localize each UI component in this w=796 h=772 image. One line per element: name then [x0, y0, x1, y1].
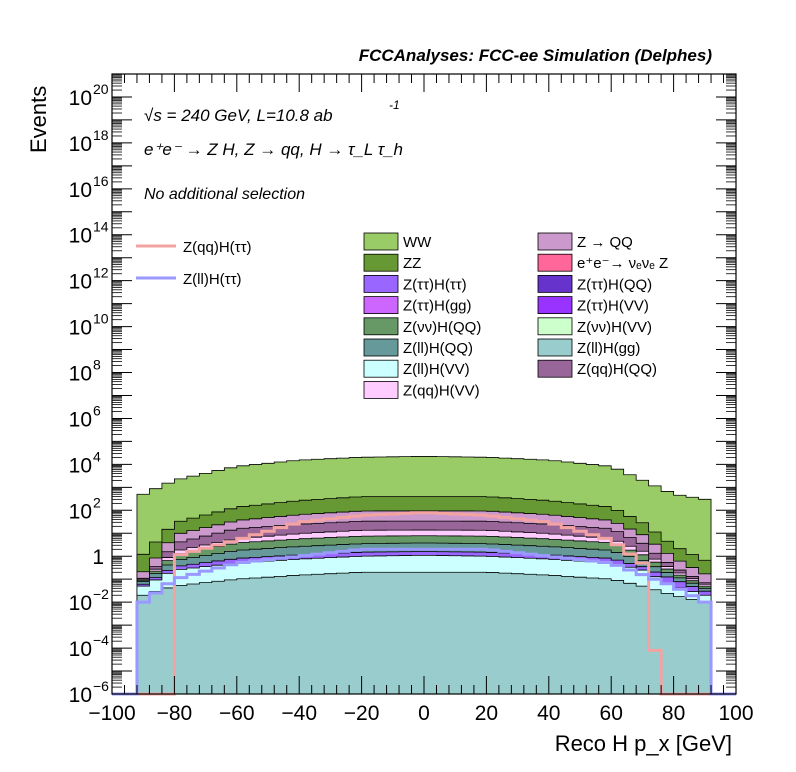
x-tick-label: −100: [88, 702, 135, 725]
y-tick-exponent: −2: [93, 586, 109, 602]
fill-legend: WW Z → QQ ZZ e⁺e⁻→ νₑνₑ Z Z(ττ)H(ττ) Z(ττ)H(Q…: [363, 232, 668, 399]
y-tick-exponent: 2: [93, 494, 101, 510]
line-legend-label: Z(ll)H(ττ): [183, 271, 242, 288]
fill-legend-label: Z(ττ)H(ττ): [403, 276, 467, 293]
fill-legend-label: Z(ll)H(QQ): [403, 340, 473, 357]
fill-legend-label: Z(ττ)H(QQ): [577, 276, 652, 293]
fill-legend-swatch: [537, 317, 573, 336]
x-axis: −100 −80 −60 −40 −20 0 20 40 60 80 100: [88, 74, 754, 725]
y-tick-exponent: 18: [93, 127, 109, 143]
y-tick-label: 10: [69, 592, 92, 615]
fill-legend-label: Z(ττ)H(gg): [403, 298, 472, 315]
x-tick-label: −80: [157, 702, 193, 725]
x-tick-label: 0: [418, 702, 430, 725]
fill-legend-swatch: [363, 296, 399, 315]
fill-legend-swatch: [537, 274, 573, 293]
x-axis-label: Reco H p_x [GeV]: [555, 731, 732, 756]
fill-legend-label: Z → QQ: [577, 234, 633, 251]
y-tick-exponent: 10: [93, 311, 109, 327]
y-tick-exponent: 12: [93, 265, 109, 281]
energy-exponent: -1: [389, 98, 400, 112]
y-tick-label: 10: [69, 317, 92, 340]
x-tick-label: 40: [537, 702, 560, 725]
annotation-energy: √s = 240 GeV, L=10.8 ab -1: [144, 98, 400, 125]
y-tick-label: 10: [69, 454, 92, 477]
y-tick-label: 10: [69, 638, 92, 661]
histogram-stack: [112, 456, 736, 695]
y-tick-label: 10: [69, 500, 92, 523]
fill-legend-label: Z(ll)H(gg): [577, 340, 640, 357]
y-tick-exponent: 6: [93, 402, 101, 418]
fill-legend-label: Z(νν)H(QQ): [403, 319, 481, 336]
x-tick-label: −20: [344, 702, 380, 725]
line-legend: Z(qq)H(ττ) Z(ll)H(ττ): [136, 239, 252, 288]
fill-legend-label: ZZ: [403, 255, 421, 272]
y-tick-label: 10: [69, 684, 92, 707]
x-tick-label: 20: [475, 702, 498, 725]
y-tick-label: 10: [69, 179, 92, 202]
hist-z-ll-h-gg-: [112, 571, 736, 695]
fill-legend-label: Z(ll)H(VV): [403, 361, 470, 378]
y-tick-exponent: 8: [93, 357, 101, 373]
x-tick-label: 80: [662, 702, 685, 725]
y-tick-exponent: 4: [93, 448, 101, 464]
annotation-process: e⁺e⁻ → Z H, Z → qq, H → τ_L τ_h: [144, 140, 403, 159]
y-tick-exponent: −6: [93, 678, 109, 694]
fill-legend-label: Z(νν)H(VV): [577, 319, 652, 336]
y-tick-exponent: 20: [93, 81, 109, 97]
x-tick-label: 100: [718, 702, 753, 725]
fill-legend-swatch: [363, 253, 399, 272]
chart-title: FCCAnalyses: FCC-ee Simulation (Delphes): [359, 46, 713, 65]
fill-legend-label: Z(qq)H(QQ): [577, 361, 657, 378]
fill-legend-label: WW: [403, 234, 432, 251]
y-tick-exponent: −4: [93, 632, 109, 648]
fill-legend-swatch: [537, 296, 573, 315]
y-tick-label: 10: [69, 225, 92, 248]
fill-legend-swatch: [537, 253, 573, 272]
y-tick-label: 10: [69, 363, 92, 386]
line-z-ll-h-: [112, 547, 736, 696]
fill-legend-swatch: [537, 232, 573, 251]
x-tick-label: −60: [219, 702, 255, 725]
y-tick-label: 10: [69, 87, 92, 110]
fill-legend-swatch: [537, 338, 573, 357]
fill-legend-label: e⁺e⁻→ νₑνₑ Z: [577, 255, 668, 272]
line-z-qq-h-: [112, 511, 736, 696]
y-tick-label: 10: [69, 133, 92, 156]
line-series: [112, 511, 736, 696]
y-axis-label: Events: [26, 86, 51, 153]
energy-text: √s = 240 GeV, L=10.8 ab: [144, 106, 333, 125]
y-tick-label: 1: [92, 546, 104, 569]
fill-legend-swatch: [363, 274, 399, 293]
y-tick-label: 10: [69, 408, 92, 431]
fill-legend-swatch: [363, 380, 399, 399]
fill-legend-label: Z(ττ)H(VV): [577, 298, 649, 315]
fill-legend-label: Z(qq)H(VV): [403, 382, 480, 399]
x-tick-label: 60: [600, 702, 623, 725]
line-legend-label: Z(qq)H(ττ): [183, 239, 252, 256]
annotation-selection: No additional selection: [144, 186, 305, 203]
y-tick-label: 10: [69, 271, 92, 294]
fill-legend-swatch: [363, 359, 399, 378]
fill-legend-swatch: [363, 317, 399, 336]
fill-legend-swatch: [363, 338, 399, 357]
y-tick-exponent: 14: [93, 219, 109, 235]
y-tick-exponent: 16: [93, 173, 109, 189]
fill-legend-swatch: [537, 359, 573, 378]
fill-legend-swatch: [363, 232, 399, 251]
x-tick-label: −40: [281, 702, 317, 725]
